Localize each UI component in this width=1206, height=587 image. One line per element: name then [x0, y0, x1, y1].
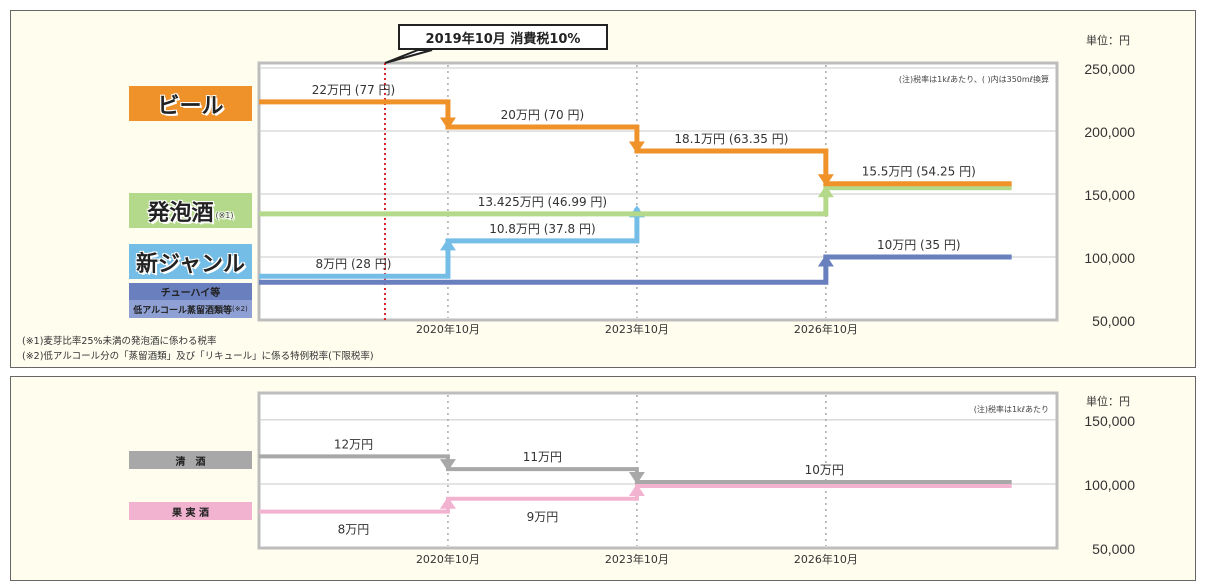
step-arrow-fruit_wine — [439, 496, 456, 509]
x-tick-label: 2020年10月 — [416, 552, 480, 566]
legend-low-alcohol-label: 低アルコール蒸留酒類等 — [133, 305, 232, 316]
y-tick-label: 50,000 — [1092, 541, 1135, 557]
data-label: 13.425万円 (46.99 円) — [478, 195, 607, 209]
unit-label-bottom: 単位：円 — [1086, 395, 1130, 408]
plot-area — [257, 391, 1059, 550]
footnote-1: (※1)麦芽比率25%未満の発泡酒に係わる税率 — [22, 336, 217, 347]
y-tick-label: 50,000 — [1092, 313, 1135, 329]
y-tick-label: 100,000 — [1084, 250, 1135, 266]
data-label: 10.8万円 (37.8 円) — [489, 222, 595, 236]
data-label: 20万円 (70 円) — [501, 108, 585, 122]
data-label: 12万円 — [334, 437, 373, 451]
data-label: 18.1万円 (63.35 円) — [674, 132, 788, 146]
legend-fruit-wine-label: 果 実 酒 — [172, 507, 209, 519]
legend-happoshu: 発泡酒 (※1) — [129, 193, 252, 228]
unit-label-top: 単位：円 — [1086, 34, 1130, 47]
data-label: 8万円 (28 円) — [316, 257, 392, 271]
data-label: 9万円 — [527, 510, 559, 524]
chart-0: 250,000 200,000 150,000 100,000 50,000 2020年1… — [257, 49, 1135, 336]
data-label: 10万円 (35 円) — [877, 238, 961, 252]
legend-chuhai-label: チューハイ等 — [160, 288, 221, 299]
legend-new-genre: 新ジャンル — [129, 244, 252, 279]
data-label: 8万円 — [338, 523, 370, 537]
step-arrow-chuhai — [817, 254, 834, 267]
x-tick-label: 2020年10月 — [416, 322, 480, 336]
legend-fruit-wine: 果 実 酒 — [129, 502, 252, 520]
x-tick-label: 2026年10月 — [794, 552, 858, 566]
callout-tail — [384, 49, 433, 64]
data-label: 10万円 — [805, 463, 844, 477]
x-tick-label: 2026年10月 — [794, 322, 858, 336]
data-label: 22万円 (77 円) — [312, 83, 396, 97]
legend-beer: ビール — [129, 86, 252, 121]
rate-note: (注)税率は1kℓあたり、( )内は350mℓ換算 — [899, 74, 1049, 84]
legend-chuhai: チューハイ等 — [129, 283, 252, 300]
legend-beer-label: ビール — [157, 93, 224, 119]
step-arrow-happoshu — [817, 185, 834, 198]
step-arrow-beer — [439, 117, 456, 130]
step-arrow-fruit_wine — [628, 483, 645, 496]
y-tick-label: 250,000 — [1084, 61, 1135, 77]
footnote-2: (※2)低アルコール分の「蒸留酒類」及び「リキュール」に係る特例税率(下限税率) — [22, 351, 374, 362]
step-arrow-beer — [817, 174, 834, 187]
step-arrow-sake — [628, 471, 645, 484]
legend-happoshu-note: (※1) — [215, 211, 234, 220]
consumption-tax-callout: 2019年10月 消費税10% — [398, 24, 608, 50]
legend-low-alcohol: 低アルコール蒸留酒類等 (※2) — [129, 300, 252, 318]
legend-sake-label: 清 酒 — [175, 456, 206, 468]
step-arrow-sake — [439, 459, 456, 472]
y-tick-label: 100,000 — [1084, 477, 1135, 493]
series-line-happoshu — [259, 185, 1012, 217]
legend-happoshu-label: 発泡酒 — [147, 200, 214, 226]
step-arrow-beer — [628, 141, 645, 154]
data-label: 11万円 — [523, 450, 562, 464]
y-tick-label: 150,000 — [1084, 187, 1135, 203]
rate-note: (注)税率は1kℓあたり — [974, 404, 1049, 414]
series-line-fruit_wine — [259, 483, 1012, 514]
legend-new-genre-label: 新ジャンル — [136, 251, 245, 277]
data-label: 15.5万円 (54.25 円) — [862, 165, 976, 179]
series-line-chuhai — [259, 254, 1012, 285]
legend-low-alcohol-note: (※2) — [231, 305, 248, 313]
y-tick-label: 200,000 — [1084, 124, 1135, 140]
x-tick-label: 2023年10月 — [605, 322, 669, 336]
chart-1: 150,000 100,000 50,000 2020年10月 2023年10月 2026… — [257, 391, 1135, 566]
legend-sake: 清 酒 — [129, 451, 252, 469]
step-arrow-new_genre — [439, 238, 456, 251]
x-tick-label: 2023年10月 — [605, 552, 669, 566]
series-line-sake — [259, 454, 1012, 484]
y-tick-label: 150,000 — [1084, 413, 1135, 429]
